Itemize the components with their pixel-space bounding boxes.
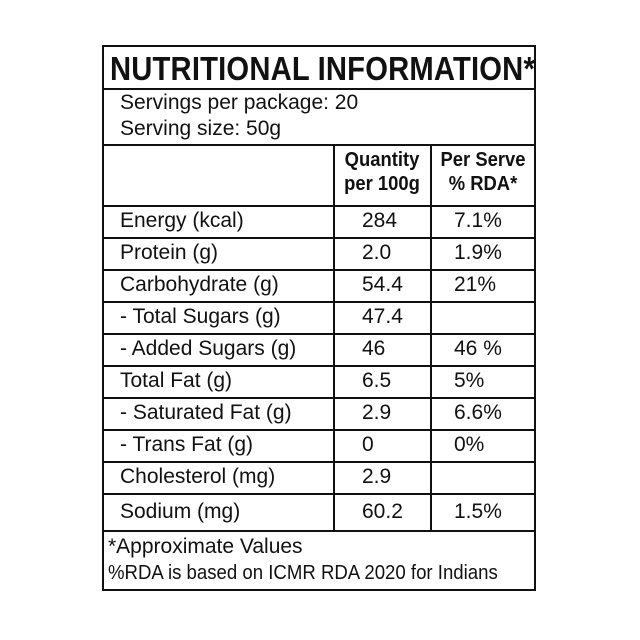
serving-size: Serving size: 50g	[120, 117, 282, 140]
nutrient-name: - Added Sugars (g)	[120, 337, 297, 360]
divider-serving	[104, 144, 534, 146]
nutrient-name: Cholesterol (mg)	[120, 465, 276, 488]
footnote-approximate: *Approximate Values	[108, 535, 303, 558]
nutrient-quantity: 0	[362, 433, 374, 456]
row-divider	[104, 429, 534, 431]
nutrition-facts-panel: NUTRITIONAL INFORMATION* Servings per pa…	[102, 45, 536, 591]
column-header-quantity-line2: per 100g	[344, 173, 420, 195]
row-divider	[104, 237, 534, 239]
nutrient-quantity: 284	[362, 209, 398, 232]
nutrient-quantity: 46	[362, 337, 386, 360]
nutrient-name: Sodium (mg)	[120, 500, 241, 523]
column-header-quantity-line1: Quantity	[344, 149, 420, 171]
row-divider	[104, 205, 534, 207]
row-divider	[104, 397, 534, 399]
nutrient-name: Total Fat (g)	[120, 369, 233, 392]
divider-title	[104, 88, 534, 90]
nutrient-quantity: 54.4	[362, 273, 403, 296]
row-divider	[104, 461, 534, 463]
nutrient-name: - Total Sugars (g)	[120, 305, 281, 328]
nutrient-name: Protein (g)	[120, 241, 219, 264]
row-divider	[104, 493, 534, 495]
row-divider	[104, 333, 534, 335]
column-divider-2	[430, 144, 432, 530]
nutrient-rda: 5%	[454, 369, 485, 392]
nutrient-rda: 1.9%	[454, 241, 502, 264]
nutrient-name: Energy (kcal)	[120, 209, 244, 232]
nutrient-name: - Trans Fat (g)	[120, 433, 254, 456]
column-header-rda-line1: Per Serve	[440, 149, 526, 171]
column-header-rda-line2: % RDA*	[448, 173, 518, 195]
nutrient-rda: 7.1%	[454, 209, 502, 232]
nutrient-rda: 0%	[454, 433, 485, 456]
nutrient-rda: 46 %	[454, 337, 502, 360]
nutrient-rda: 6.6%	[454, 401, 502, 424]
nutrient-rda: 21%	[454, 273, 497, 296]
row-divider	[104, 269, 534, 271]
nutrient-quantity: 60.2	[362, 500, 403, 523]
footnote-rda-basis: %RDA is based on ICMR RDA 2020 for India…	[108, 562, 498, 584]
column-header-quantity: Quantity per 100g	[340, 148, 425, 196]
column-header-rda: Per Serve % RDA*	[435, 148, 531, 196]
nutrient-quantity: 47.4	[362, 305, 403, 328]
nutrient-name: Carbohydrate (g)	[120, 273, 279, 296]
nutrient-quantity: 2.0	[362, 241, 392, 264]
row-divider	[104, 365, 534, 367]
nutrient-quantity: 2.9	[362, 465, 392, 488]
nutrient-quantity: 2.9	[362, 401, 392, 424]
nutrient-quantity: 6.5	[362, 369, 392, 392]
divider-footer	[104, 530, 534, 532]
nutrient-name: - Saturated Fat (g)	[120, 401, 292, 424]
nutrient-rda: 1.5%	[454, 500, 502, 523]
row-divider	[104, 301, 534, 303]
servings-per-package: Servings per package: 20	[120, 91, 359, 114]
panel-title: NUTRITIONAL INFORMATION*	[110, 50, 535, 87]
column-divider-1	[333, 144, 335, 530]
